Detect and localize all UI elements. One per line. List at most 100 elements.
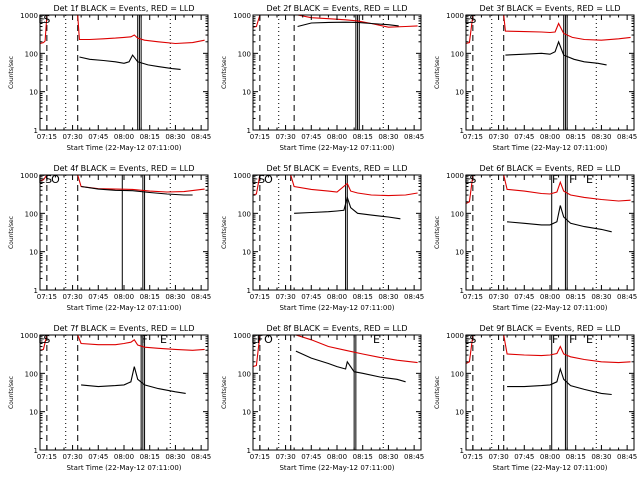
x-tick-label: 07:45 xyxy=(88,293,108,301)
events-series-line xyxy=(79,54,181,70)
y-tick-label: 1 xyxy=(247,447,251,455)
x-tick-label: 08:45 xyxy=(191,133,211,141)
lld-series-line xyxy=(466,15,631,45)
chart-panel: Det 2f BLACK = Events, RED = LLD Start Ti… xyxy=(221,4,424,152)
plot-frame xyxy=(465,174,635,291)
x-tick-label: 08:15 xyxy=(353,453,373,461)
state-marker-label: S xyxy=(43,13,50,26)
chart-title: Det 4f BLACK = Events, RED = LLD xyxy=(53,164,194,173)
lld-series-line xyxy=(466,175,631,204)
chart-title: Det 9f BLACK = Events, RED = LLD xyxy=(479,324,620,333)
plot-frame xyxy=(39,174,209,291)
y-tick-label: 1 xyxy=(247,127,251,135)
x-tick-label: 07:15 xyxy=(463,453,483,461)
x-tick-label: 07:30 xyxy=(275,453,295,461)
plot-frame xyxy=(252,334,422,451)
x-tick-label: 07:30 xyxy=(62,453,82,461)
x-tick-label: 07:30 xyxy=(62,133,82,141)
x-tick-label: 07:45 xyxy=(88,453,108,461)
y-tick-label: 1 xyxy=(34,127,38,135)
state-marker-label: E xyxy=(160,333,167,346)
x-tick-label: 07:15 xyxy=(250,293,270,301)
y-axis-label: Counts/sec xyxy=(8,56,15,89)
events-series-line xyxy=(81,185,193,196)
state-marker-label: S xyxy=(469,13,476,26)
events-series-line xyxy=(294,195,401,220)
plot-area xyxy=(466,15,631,130)
y-tick-label: 1000 xyxy=(446,332,464,340)
x-axis-label: Start Time (22-May-12 07:11:00) xyxy=(66,304,181,312)
x-tick-label: 08:15 xyxy=(566,133,586,141)
state-marker-label: O xyxy=(264,173,273,186)
y-axis-label: Counts/sec xyxy=(221,376,228,409)
lld-series-line xyxy=(40,15,205,45)
x-tick-label: 07:45 xyxy=(301,133,321,141)
x-tick-label: 08:15 xyxy=(140,453,160,461)
y-tick-label: 10 xyxy=(29,409,38,417)
x-tick-label: 08:30 xyxy=(591,133,611,141)
events-series-line xyxy=(297,21,399,28)
events-series-line xyxy=(295,350,406,383)
y-tick-label: 100 xyxy=(451,370,464,378)
y-tick-label: 1000 xyxy=(20,12,38,20)
x-tick-label: 08:15 xyxy=(353,133,373,141)
x-axis-label: Start Time (22-May-12 07:11:00) xyxy=(492,464,607,472)
events-series-line xyxy=(507,367,612,396)
x-tick-label: 08:00 xyxy=(540,293,560,301)
y-tick-label: 1000 xyxy=(20,172,38,180)
state-marker-label: E xyxy=(586,173,593,186)
y-tick-label: 10 xyxy=(29,89,38,97)
state-marker-label: S xyxy=(45,173,52,186)
x-tick-label: 08:00 xyxy=(327,453,347,461)
chart-panel: Det 5f BLACK = Events, RED = LLD Start Ti… xyxy=(221,164,424,312)
state-marker-label: S xyxy=(43,333,50,346)
y-axis-label: Counts/sec xyxy=(434,56,441,89)
x-tick-label: 07:30 xyxy=(62,293,82,301)
x-tick-label: 08:45 xyxy=(404,133,424,141)
y-axis-label: Counts/sec xyxy=(221,56,228,89)
x-tick-label: 08:30 xyxy=(378,453,398,461)
state-marker-label: E xyxy=(373,333,380,346)
x-axis-label: Start Time (22-May-12 07:11:00) xyxy=(279,144,394,152)
x-tick-label: 08:45 xyxy=(191,453,211,461)
y-tick-label: 100 xyxy=(25,210,38,218)
x-tick-label: 07:45 xyxy=(514,293,534,301)
x-tick-label: 08:30 xyxy=(591,293,611,301)
y-tick-label: 1 xyxy=(460,447,464,455)
x-tick-label: 08:45 xyxy=(404,293,424,301)
x-tick-label: 08:15 xyxy=(353,293,373,301)
state-marker-label: E xyxy=(251,333,258,346)
x-tick-label: 07:15 xyxy=(37,133,57,141)
x-tick-label: 07:45 xyxy=(514,133,534,141)
y-tick-label: 100 xyxy=(25,50,38,58)
x-axis-label: Start Time (22-May-12 07:11:00) xyxy=(279,464,394,472)
lld-series-line xyxy=(40,335,205,351)
x-tick-label: 07:30 xyxy=(275,293,295,301)
chart-panel: Det 7f BLACK = Events, RED = LLD Start Ti… xyxy=(8,324,211,472)
chart-panel: Det 4f BLACK = Events, RED = LLD Start Ti… xyxy=(8,164,211,312)
state-marker-label: E xyxy=(464,13,471,26)
y-tick-label: 1000 xyxy=(20,332,38,340)
x-tick-label: 07:15 xyxy=(37,453,57,461)
x-tick-label: 08:30 xyxy=(591,453,611,461)
x-tick-label: 08:15 xyxy=(140,293,160,301)
x-tick-label: 08:00 xyxy=(327,293,347,301)
x-tick-label: 07:30 xyxy=(488,453,508,461)
state-marker-label: S xyxy=(258,173,265,186)
plot-area xyxy=(466,175,631,290)
x-tick-label: 08:45 xyxy=(617,453,637,461)
y-tick-label: 10 xyxy=(242,249,251,257)
plot-area xyxy=(253,175,418,290)
x-tick-label: 08:00 xyxy=(114,453,134,461)
y-tick-label: 100 xyxy=(451,210,464,218)
x-tick-label: 07:45 xyxy=(88,133,108,141)
x-tick-label: 08:00 xyxy=(114,293,134,301)
lld-series-line xyxy=(40,175,205,193)
state-marker-label: F xyxy=(569,333,575,346)
x-tick-label: 07:15 xyxy=(37,293,57,301)
state-marker-label: O xyxy=(264,333,273,346)
x-axis-label: Start Time (22-May-12 07:11:00) xyxy=(492,304,607,312)
chart-panel: Det 1f BLACK = Events, RED = LLD Start Ti… xyxy=(8,4,211,152)
y-tick-label: 100 xyxy=(238,50,251,58)
